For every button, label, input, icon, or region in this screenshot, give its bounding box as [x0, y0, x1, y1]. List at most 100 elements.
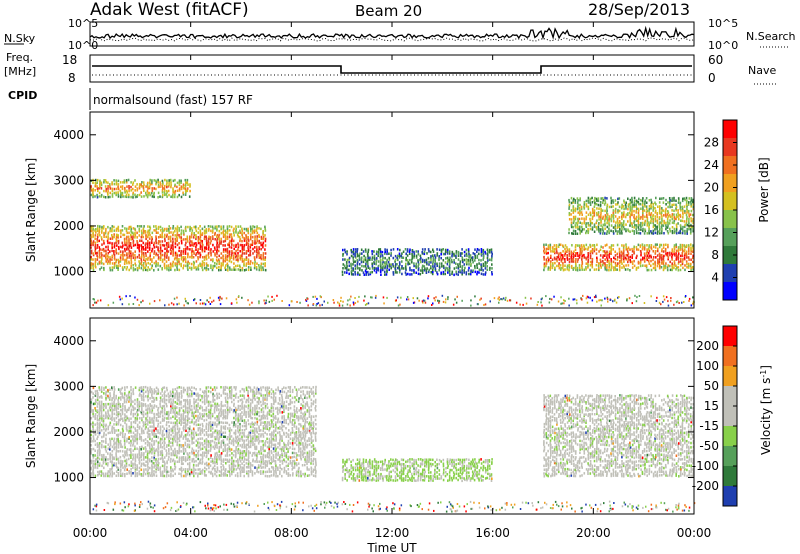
heatmap-cell: [117, 404, 120, 407]
heatmap-cell: [502, 297, 505, 300]
heatmap-cell: [103, 268, 105, 272]
heatmap-cell: [673, 264, 675, 267]
heatmap-cell: [654, 224, 656, 227]
heatmap-cell: [117, 450, 120, 453]
heatmap-cell: [153, 187, 155, 190]
heatmap-cell: [142, 299, 144, 302]
heatmap-cell: [99, 248, 101, 251]
heatmap-cell: [104, 458, 107, 461]
heatmap-cell: [489, 258, 491, 261]
heatmap-cell: [201, 241, 203, 244]
heatmap-cell: [207, 225, 210, 228]
heatmap-cell: [386, 258, 388, 262]
heatmap-cell: [222, 231, 224, 234]
freq-unit: [MHz]: [4, 65, 36, 78]
heatmap-cell: [346, 268, 348, 272]
heatmap-cell: [111, 467, 113, 471]
heatmap-cell: [155, 439, 158, 443]
heatmap-cell: [562, 256, 564, 259]
heatmap-cell: [136, 435, 138, 438]
heatmap-cell: [170, 457, 172, 461]
heatmap-cell: [90, 472, 93, 475]
heatmap-cell: [101, 258, 103, 261]
heatmap-cell: [140, 266, 143, 270]
heatmap-cell: [199, 233, 202, 236]
heatmap-cell: [623, 199, 625, 202]
heatmap-cell: [128, 242, 130, 245]
heatmap-cell: [622, 257, 625, 261]
heatmap-cell: [585, 211, 588, 214]
heatmap-cell: [652, 262, 654, 266]
heatmap-cell: [109, 237, 112, 240]
heatmap-cell: [434, 267, 437, 270]
heatmap-cell: [424, 248, 426, 251]
heatmap-cell: [128, 256, 130, 259]
heatmap-cell: [591, 264, 593, 267]
heatmap-cell: [350, 254, 353, 258]
heatmap-cell: [578, 217, 581, 221]
heatmap-cell: [371, 262, 373, 265]
heatmap-cell: [431, 268, 434, 271]
heatmap-cell: [371, 267, 374, 270]
heatmap-cell: [379, 263, 382, 266]
heatmap-cell: [96, 425, 99, 429]
heatmap-cell: [608, 227, 610, 230]
heatmap-cell: [449, 273, 451, 276]
heatmap-cell: [184, 260, 187, 264]
heatmap-cell: [101, 443, 103, 447]
heatmap-cell: [593, 223, 596, 226]
heatmap-cell: [572, 209, 575, 212]
heatmap-cell: [90, 444, 92, 447]
heatmap-cell: [568, 212, 571, 215]
heatmap-cell: [639, 250, 642, 253]
heatmap-cell: [661, 230, 663, 233]
heatmap-cell: [189, 266, 191, 269]
heatmap-cell: [441, 265, 443, 268]
heatmap-cell: [679, 243, 682, 247]
heatmap-cell: [675, 254, 678, 258]
heatmap-cell: [643, 252, 646, 255]
heatmap-cell: [469, 259, 472, 262]
heatmap-cell: [627, 258, 630, 261]
heatmap-cell: [104, 185, 107, 188]
heatmap-cell: [153, 243, 155, 247]
heatmap-cell: [427, 257, 430, 260]
heatmap-cell: [245, 239, 248, 243]
heatmap-cell: [197, 266, 199, 269]
heatmap-cell: [139, 417, 141, 420]
heatmap-cell: [644, 219, 647, 223]
heatmap-cell: [688, 223, 690, 227]
heatmap-cell: [123, 443, 126, 446]
heatmap-cell: [486, 253, 489, 256]
heatmap-cell: [686, 216, 688, 219]
heatmap-cell: [199, 247, 201, 250]
heatmap-cell: [176, 233, 178, 237]
heatmap-cell: [245, 227, 248, 231]
heatmap-cell: [143, 470, 145, 474]
heatmap-cell: [98, 470, 101, 473]
heatmap-cell: [197, 268, 200, 271]
heatmap-cell: [121, 297, 123, 300]
heatmap-cell: [587, 252, 589, 255]
heatmap-cell: [109, 195, 111, 199]
heatmap-cell: [138, 225, 141, 228]
heatmap-cell: [228, 225, 231, 228]
heatmap-cell: [589, 213, 592, 217]
heatmap-cell: [115, 235, 118, 239]
heatmap-cell: [111, 472, 114, 476]
heatmap-cell: [394, 265, 397, 268]
heatmap-cell: [96, 410, 99, 414]
heatmap-cell: [119, 465, 122, 469]
heatmap-cell: [682, 249, 684, 253]
heatmap-cell: [100, 429, 103, 432]
heatmap-cell: [341, 270, 344, 274]
heatmap-cell: [256, 239, 259, 243]
heatmap-cell: [660, 213, 663, 216]
heatmap-cell: [103, 254, 105, 258]
heatmap-cell: [419, 258, 421, 261]
heatmap-cell: [182, 185, 185, 189]
heatmap-cell: [663, 298, 666, 301]
heatmap-cell: [596, 207, 598, 210]
heatmap-cell: [455, 272, 458, 276]
heatmap-cell: [102, 440, 105, 443]
